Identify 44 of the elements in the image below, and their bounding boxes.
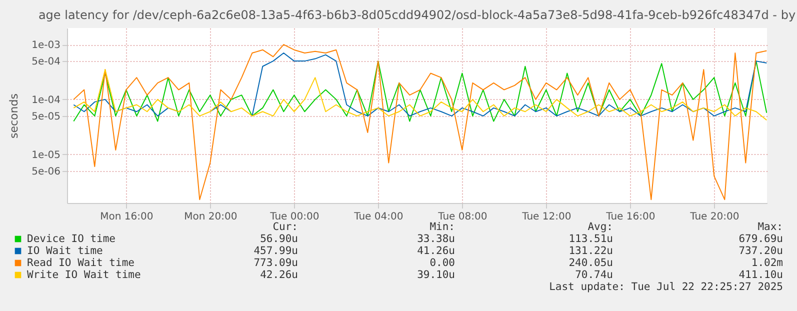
- text: Cur:: [272, 221, 298, 233]
- y-axis-title: seconds: [8, 93, 21, 138]
- text: 56.90u: [260, 233, 298, 245]
- text: 39.10u: [417, 269, 455, 281]
- text: 41.26u: [417, 245, 455, 257]
- text: 131.22u: [568, 245, 613, 257]
- x-tick-label: Tue 12:00: [521, 212, 572, 222]
- line-series: [73, 69, 767, 121]
- text: Max:: [758, 221, 783, 233]
- y-tick-label: 5e-04: [32, 56, 60, 68]
- text: 411.10u: [738, 269, 783, 281]
- y-tick-label: 1e-04: [32, 94, 60, 106]
- text: 773.09u: [254, 257, 298, 269]
- x-tick-label: Tue 16:00: [605, 212, 656, 222]
- x-tick-label: Tue 04:00: [353, 212, 404, 222]
- legend-label: Write IO Wait time: [27, 269, 141, 281]
- y-tick-label: 1e-05: [32, 150, 60, 161]
- text: 70.74u: [575, 269, 613, 281]
- y-tick-label: 1e-03: [32, 40, 60, 52]
- x-tick-label: Tue 20:00: [689, 212, 740, 222]
- x-tick-label: Tue 00:00: [269, 212, 320, 222]
- text: 0.00: [430, 257, 455, 269]
- legend-label: Device IO time: [27, 233, 116, 245]
- text: 737.20u: [738, 245, 783, 257]
- x-tick-label: Mon 16:00: [100, 212, 154, 222]
- text: 33.38u: [417, 233, 455, 245]
- x-tick-label: Tue 08:00: [437, 212, 488, 222]
- text: 1.02m: [751, 257, 783, 269]
- chart-title: age latency for /dev/ceph-6a2c6e08-13a5-4f63-b6b3-8d05cdd94902/osd-block-4a5a73e8-5d98-41fa-9ceb-b926fc48347d - by: [38, 8, 796, 22]
- text: 113.51u: [568, 233, 613, 245]
- legend-label: Read IO Wait time: [27, 257, 134, 269]
- text: Last update: Tue Jul 22 22:25:27 2025: [549, 281, 783, 293]
- text: 457.99u: [254, 245, 298, 257]
- text: 42.26u: [260, 269, 298, 281]
- y-tick-label: 5e-05: [32, 111, 60, 122]
- line-series: [73, 44, 767, 200]
- y-tick-label: 5e-06: [32, 166, 60, 178]
- x-tick-label: Mon 20:00: [184, 212, 238, 222]
- legend-label: IO Wait time: [27, 245, 103, 257]
- text: 679.69u: [738, 233, 783, 245]
- text: Min:: [430, 221, 455, 233]
- text: Avg:: [588, 221, 613, 233]
- line-series: [73, 60, 767, 122]
- text: 240.05u: [568, 257, 613, 269]
